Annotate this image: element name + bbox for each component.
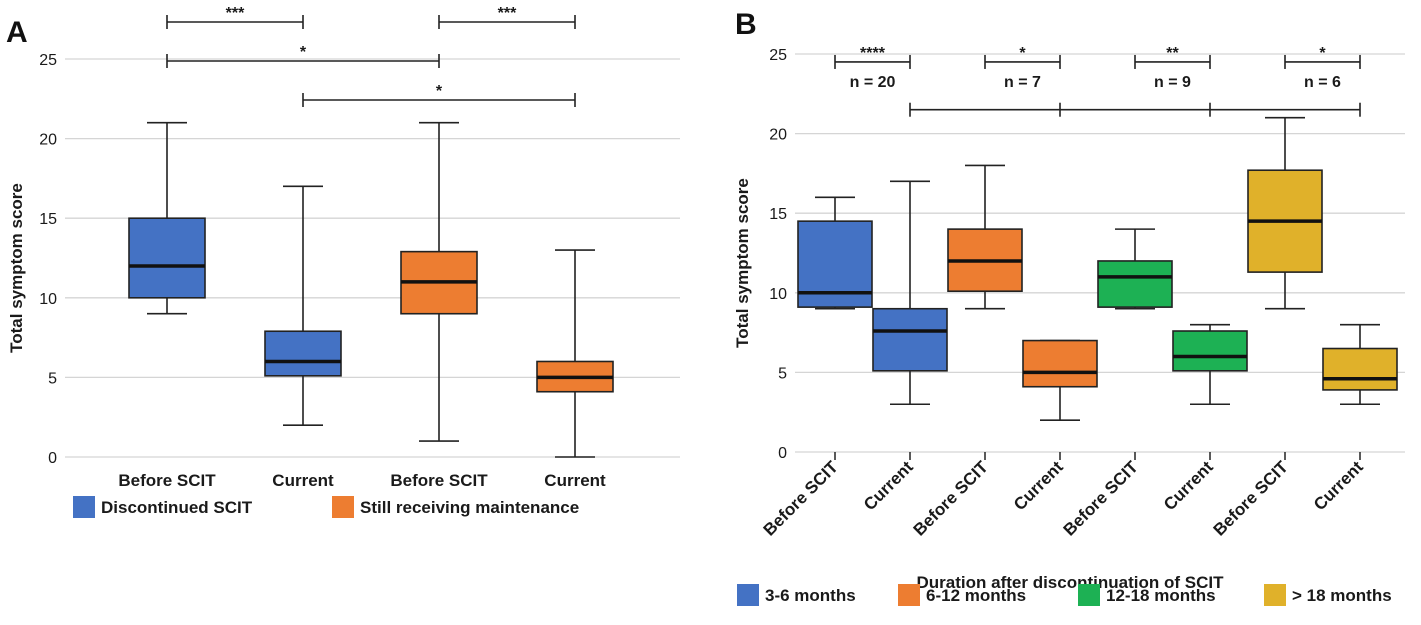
significance-bracket: *** (166, 5, 304, 29)
box-plot (128, 121, 206, 315)
significance-label: * (1319, 45, 1326, 62)
y-tick-label: 0 (778, 445, 787, 462)
significance-label: * (436, 83, 443, 100)
x-category-label: Before SCIT (118, 471, 216, 490)
legend-label: 12-18 months (1106, 586, 1216, 605)
x-category-label: Current (544, 471, 606, 490)
y-tick-label: 15 (39, 211, 57, 228)
significance-label: *** (226, 5, 245, 22)
box-plot (536, 249, 614, 458)
legend-item: > 18 months (1264, 584, 1392, 606)
y-tick-label: 25 (769, 47, 787, 64)
legend-swatch (73, 496, 95, 518)
n-label: n = 20 (850, 74, 896, 91)
y-axis-title: Total symptom score (7, 183, 26, 353)
legend-item: Discontinued SCIT (73, 496, 253, 518)
box-plot (264, 185, 342, 426)
chart-panel-b: B 0 5 10 15 20 25 Total symptom score Before SCI… (733, 8, 1405, 606)
significance-bracket: * (302, 83, 576, 107)
significance-bracket: *** (438, 5, 576, 29)
y-tick-label: 10 (769, 286, 787, 303)
significance-bracket: * n = 6 (1284, 45, 1361, 91)
legend-item: 3-6 months (737, 584, 856, 606)
box-iqr (128, 217, 206, 299)
significance-label: * (1019, 45, 1026, 62)
significance-bracket: * (166, 44, 440, 68)
legend-swatch (898, 584, 920, 606)
x-category-label: Before SCIT (760, 457, 843, 540)
x-category-label: Current (272, 471, 334, 490)
legend-label: > 18 months (1292, 586, 1392, 605)
significance-label: **** (860, 45, 886, 62)
x-category-label: Before SCIT (910, 457, 993, 540)
legend-label: 3-6 months (765, 586, 856, 605)
y-tick-label: 0 (48, 450, 57, 467)
box-plot (1097, 228, 1173, 310)
y-tick-label: 5 (48, 370, 57, 387)
x-category-label: Before SCIT (390, 471, 488, 490)
y-tick-label: 20 (769, 127, 787, 144)
box-plot (872, 180, 948, 406)
legend-item: Still receiving maintenance (332, 496, 579, 518)
y-tick-label: 15 (769, 206, 787, 223)
n-label: n = 9 (1154, 74, 1191, 91)
legend-swatch (332, 496, 354, 518)
box-plot (1322, 323, 1398, 406)
legend-item: 12-18 months (1078, 584, 1216, 606)
box-plot (947, 164, 1023, 310)
significance-bracket: **** n = 20 (834, 45, 911, 91)
x-axis-title: Duration after discontinuation of SCIT (917, 573, 1225, 592)
significance-label: ** (1166, 45, 1179, 62)
box-plot (1022, 339, 1098, 421)
legend-swatch (1078, 584, 1100, 606)
x-category-label: Current (1160, 457, 1217, 514)
n-label: n = 7 (1004, 74, 1041, 91)
y-tick-label: 20 (39, 132, 57, 149)
y-tick-label: 5 (778, 365, 787, 382)
box-iqr (872, 307, 948, 372)
panel-letter: B (735, 8, 757, 41)
legend-item: 6-12 months (898, 584, 1026, 606)
legend-swatch (1264, 584, 1286, 606)
significance-label: *** (498, 5, 517, 22)
significance-bracket: * n = 7 (984, 45, 1061, 91)
y-tick-label: 10 (39, 291, 57, 308)
chart-panel-a: A 0 5 10 15 20 25 Total symptom score Before SCI… (6, 5, 680, 518)
x-category-label: Before SCIT (1060, 457, 1143, 540)
x-category-label: Current (1310, 457, 1367, 514)
legend-swatch (737, 584, 759, 606)
significance-bracket: ** n = 9 (1134, 45, 1211, 91)
y-tick-label: 25 (39, 52, 57, 69)
box-plot (1172, 323, 1248, 406)
legend-label: Still receiving maintenance (360, 498, 579, 517)
box-iqr (264, 330, 342, 377)
n-label: n = 6 (1304, 74, 1341, 91)
box-plot (400, 121, 478, 442)
legend-label: 6-12 months (926, 586, 1026, 605)
x-category-label: Current (860, 457, 917, 514)
y-axis-title: Total symptom score (733, 178, 752, 348)
box-plot (797, 196, 873, 310)
significance-label: * (300, 44, 307, 61)
box-iqr (1322, 347, 1398, 391)
x-category-label: Before SCIT (1210, 457, 1293, 540)
box-iqr (1022, 339, 1098, 388)
x-category-label: Current (1010, 457, 1067, 514)
box-plot (1247, 116, 1323, 310)
legend-label: Discontinued SCIT (101, 498, 253, 517)
box-iqr (1172, 330, 1248, 372)
box-iqr (1097, 260, 1173, 308)
panel-letter: A (6, 16, 28, 49)
